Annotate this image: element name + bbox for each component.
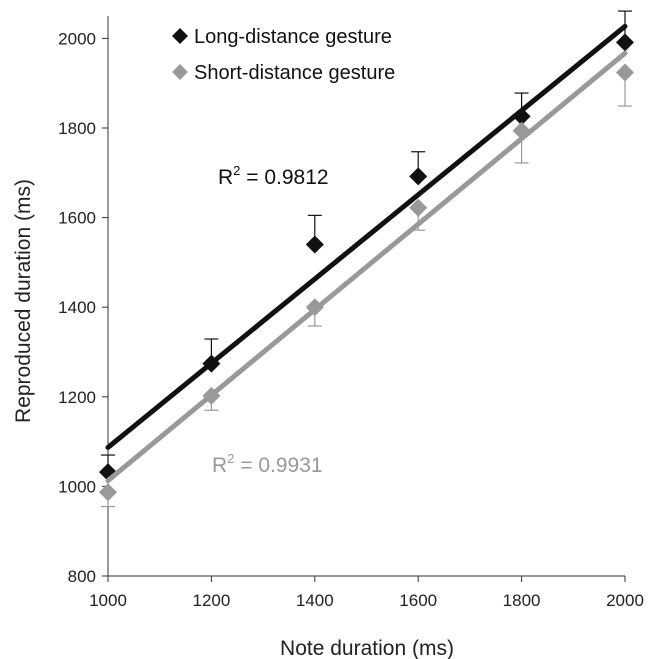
y-ticks: 800 1000 1200 1400 1600 1800 2000 xyxy=(58,29,108,586)
x-tick-label: 1800 xyxy=(503,591,541,610)
legend-label-long: Long-distance gesture xyxy=(194,26,392,48)
legend-label-short: Short-distance gesture xyxy=(194,62,395,84)
r2-short-sup: 2 xyxy=(227,451,234,466)
x-tick-label: 1000 xyxy=(89,591,127,610)
data-point-long xyxy=(616,33,634,52)
y-tick-label: 800 xyxy=(68,567,96,586)
series-long xyxy=(99,10,634,482)
data-point-short xyxy=(616,63,634,82)
x-tick-label: 2000 xyxy=(606,591,644,610)
data-point-short xyxy=(202,386,221,405)
r2-label-short: R2 = 0.9931 xyxy=(212,451,323,477)
legend-item-long: Long-distance gesture xyxy=(172,26,392,48)
data-point-long xyxy=(409,167,428,186)
r2-long-sup: 2 xyxy=(233,163,240,178)
y-tick-label: 1200 xyxy=(58,388,96,407)
r2-label-long: R2 = 0.9812 xyxy=(218,163,329,189)
legend-marker-short xyxy=(172,64,188,80)
series-short xyxy=(99,50,634,508)
y-tick-label: 1000 xyxy=(58,477,96,496)
r2-short-value: = 0.9931 xyxy=(234,454,322,477)
x-ticks: 1000 1200 1400 1600 1800 2000 xyxy=(89,576,644,610)
y-tick-label: 1400 xyxy=(58,298,96,317)
series-layer xyxy=(99,10,634,508)
y-tick-label: 2000 xyxy=(58,29,96,48)
data-point-short xyxy=(409,198,428,217)
x-axis-title: Note duration (ms) xyxy=(280,637,454,659)
r2-long-value: = 0.9812 xyxy=(240,166,328,189)
trendline-short xyxy=(105,50,628,484)
data-point-short xyxy=(512,121,531,140)
data-point-long xyxy=(305,235,324,254)
x-tick-label: 1200 xyxy=(192,591,230,610)
y-axis-title: Reproduced duration (ms) xyxy=(12,179,35,423)
axes xyxy=(107,16,625,577)
y-tick-label: 1800 xyxy=(58,119,96,138)
x-tick-label: 1400 xyxy=(296,591,334,610)
legend-item-short: Short-distance gesture xyxy=(172,62,395,84)
data-point-long xyxy=(512,107,531,126)
legend: Long-distance gesture Short-distance ges… xyxy=(172,26,395,84)
data-point-long xyxy=(202,354,221,373)
data-point-short xyxy=(305,298,324,317)
x-tick-label: 1600 xyxy=(399,591,437,610)
y-tick-label: 1600 xyxy=(58,209,96,228)
r2-long-r: R xyxy=(218,166,233,189)
r2-short-r: R xyxy=(212,454,227,477)
trendline-long xyxy=(105,23,628,450)
legend-marker-long xyxy=(172,28,188,44)
data-point-short xyxy=(99,483,117,502)
